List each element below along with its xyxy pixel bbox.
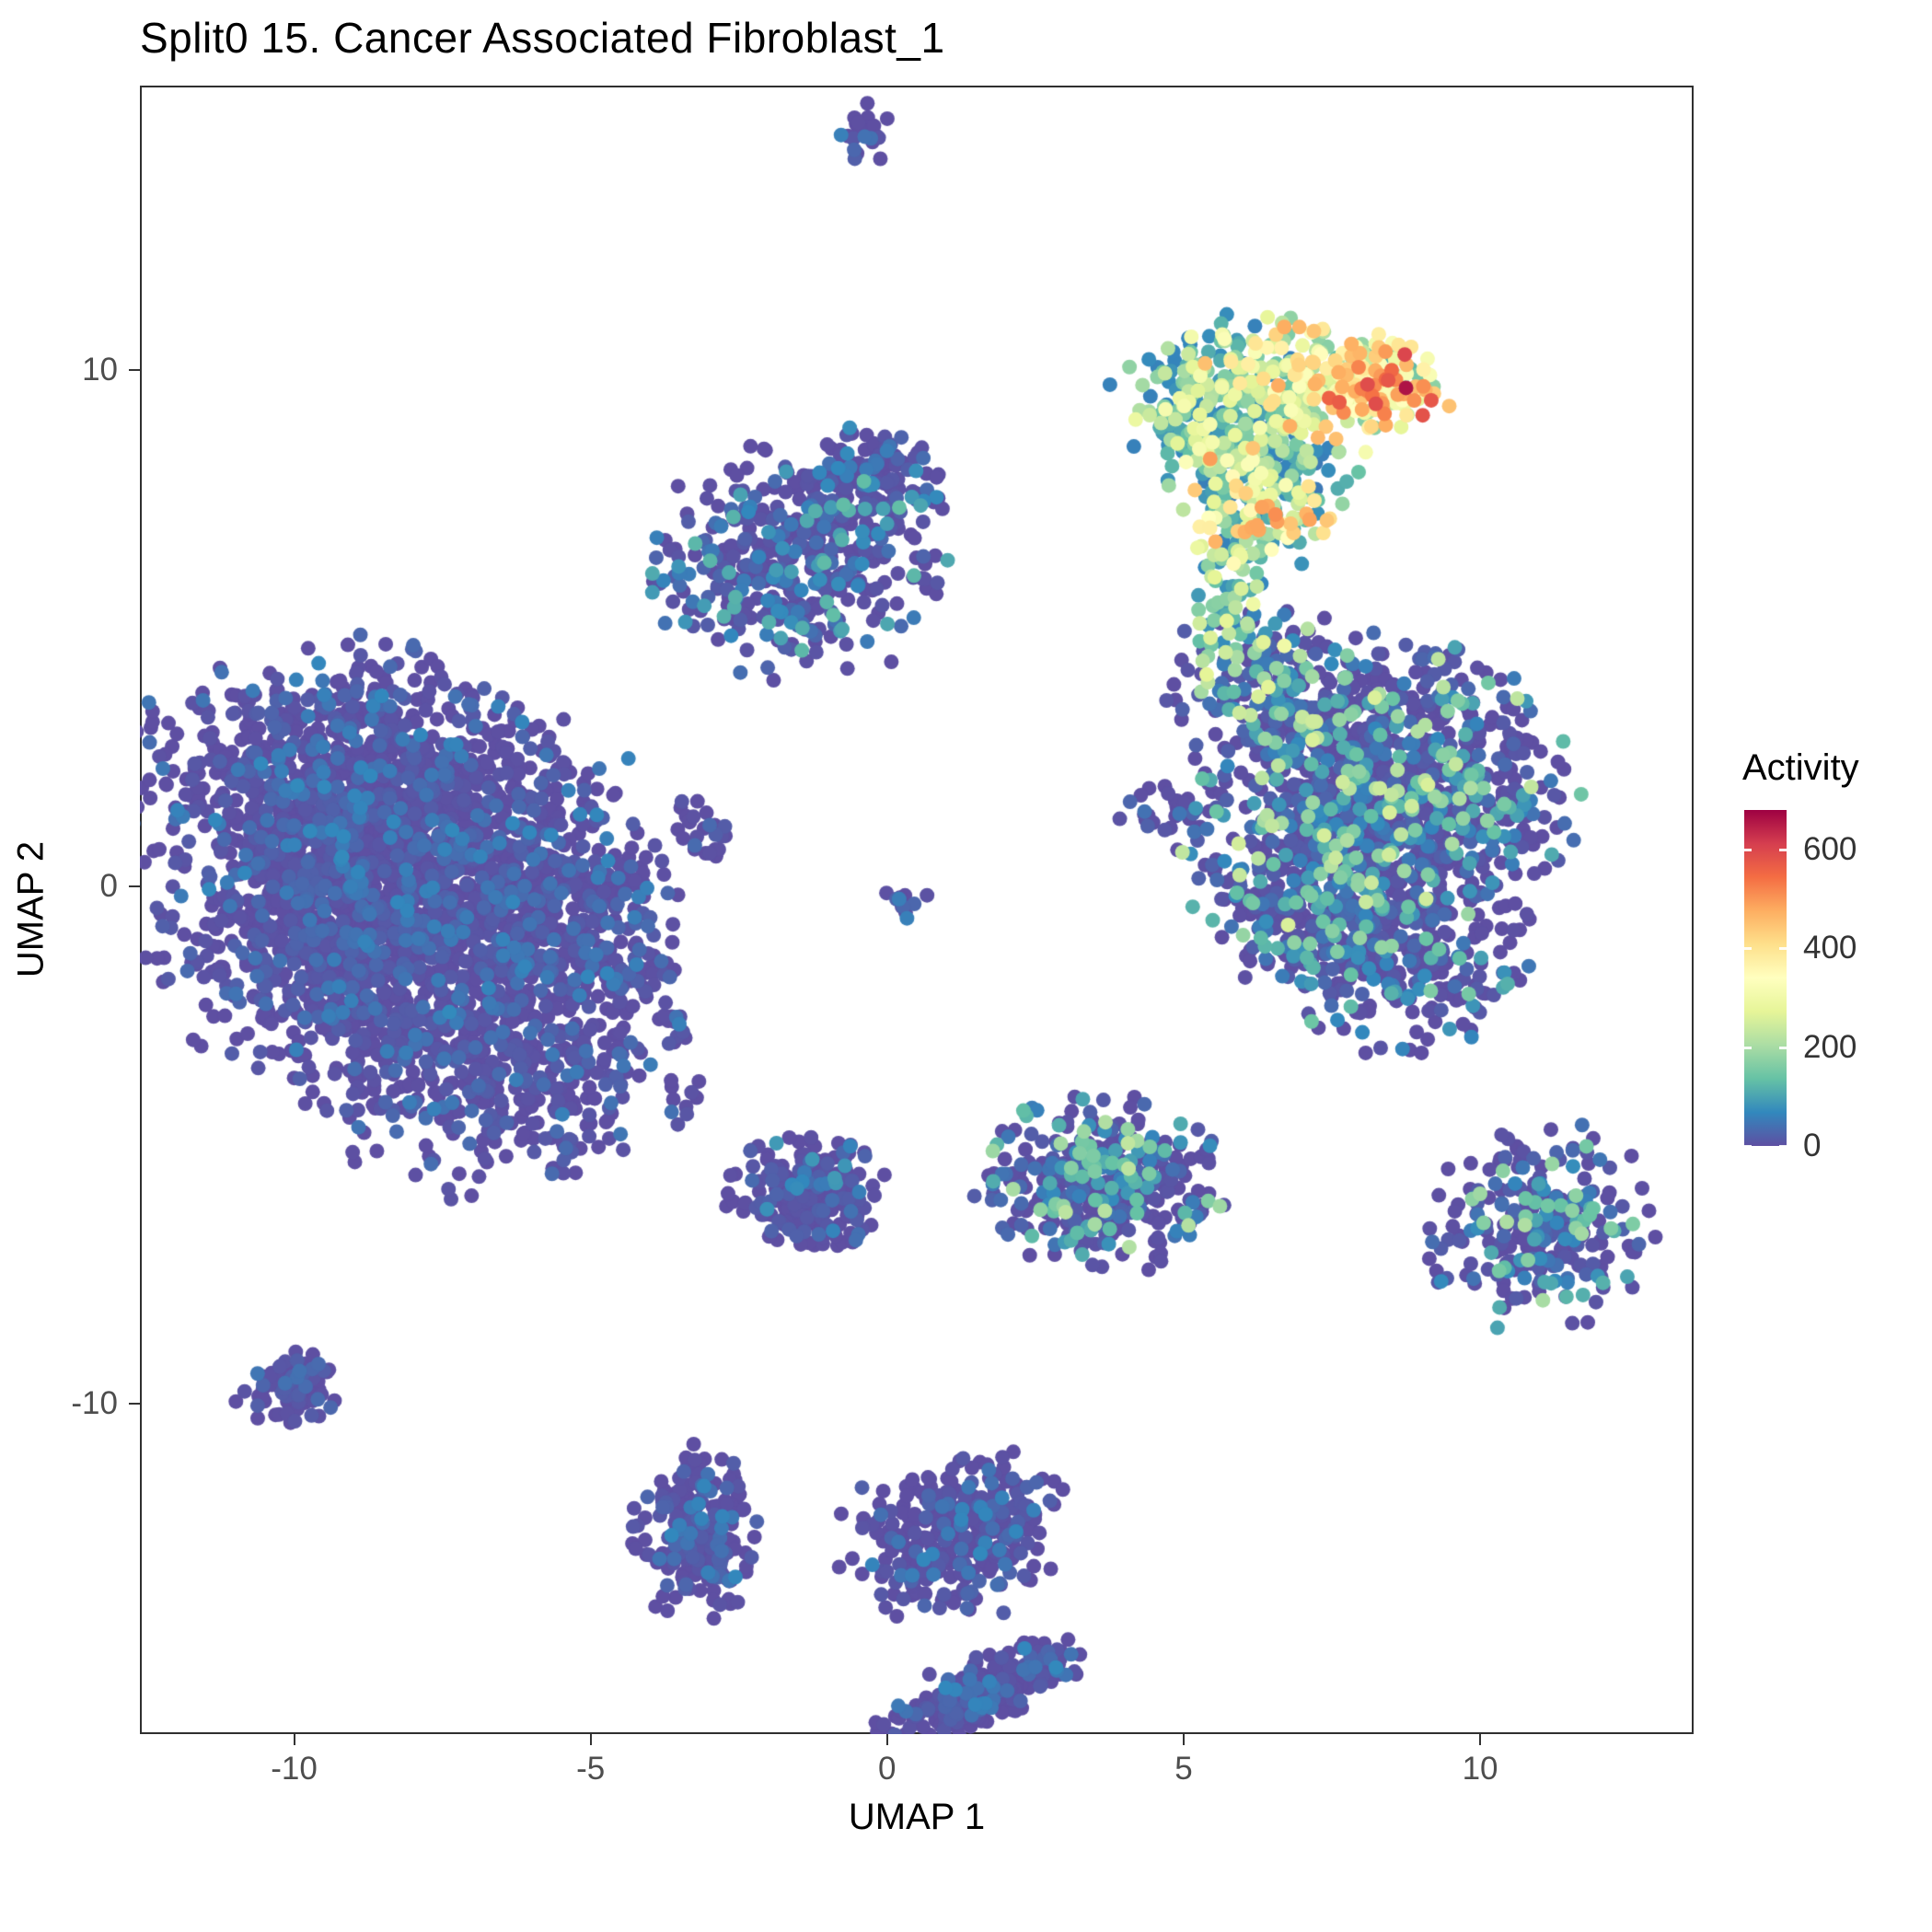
x-tick-label: -10 (271, 1751, 318, 1787)
legend: Activity 0 200 400 600 (1742, 747, 1932, 1163)
x-tick-mark (589, 1734, 592, 1745)
legend-tick-label: 200 (1803, 1028, 1857, 1065)
x-tick-label: 0 (878, 1751, 897, 1787)
umap-scatter-canvas (140, 86, 1694, 1734)
x-tick-mark (1479, 1734, 1482, 1745)
legend-tick-mark (1779, 1145, 1787, 1148)
y-tick-label: 0 (99, 868, 118, 905)
x-tick-mark (885, 1734, 888, 1745)
legend-tick-mark (1744, 1145, 1752, 1148)
legend-tick-label: 0 (1803, 1128, 1822, 1163)
legend-tick-mark (1779, 848, 1787, 851)
y-axis-label: UMAP 2 (10, 840, 52, 978)
legend-tick-label: 400 (1803, 930, 1857, 966)
x-tick-mark (1182, 1734, 1185, 1745)
legend-tick-mark (1779, 1046, 1787, 1049)
legend-colorbar (1744, 810, 1787, 1146)
legend-tick-label: 600 (1803, 830, 1857, 867)
y-tick-label: 10 (82, 351, 118, 388)
x-tick-mark (293, 1734, 295, 1745)
x-tick-label: 10 (1462, 1751, 1498, 1787)
x-tick-label: -5 (576, 1751, 606, 1787)
legend-tick-mark (1744, 1046, 1752, 1049)
legend-tick-mark (1744, 848, 1752, 851)
plot-title: Split0 15. Cancer Associated Fibroblast_… (140, 14, 945, 62)
legend-title: Activity (1742, 747, 1859, 788)
y-tick-mark (129, 368, 140, 371)
legend-tick-mark (1779, 947, 1787, 951)
legend-tick-mark (1744, 947, 1752, 951)
y-tick-mark (129, 885, 140, 888)
y-tick-label: -10 (71, 1384, 118, 1421)
y-tick-mark (129, 1402, 140, 1405)
plot-panel (140, 86, 1694, 1734)
x-tick-label: 5 (1174, 1751, 1193, 1787)
x-axis-label: UMAP 1 (848, 1797, 986, 1837)
